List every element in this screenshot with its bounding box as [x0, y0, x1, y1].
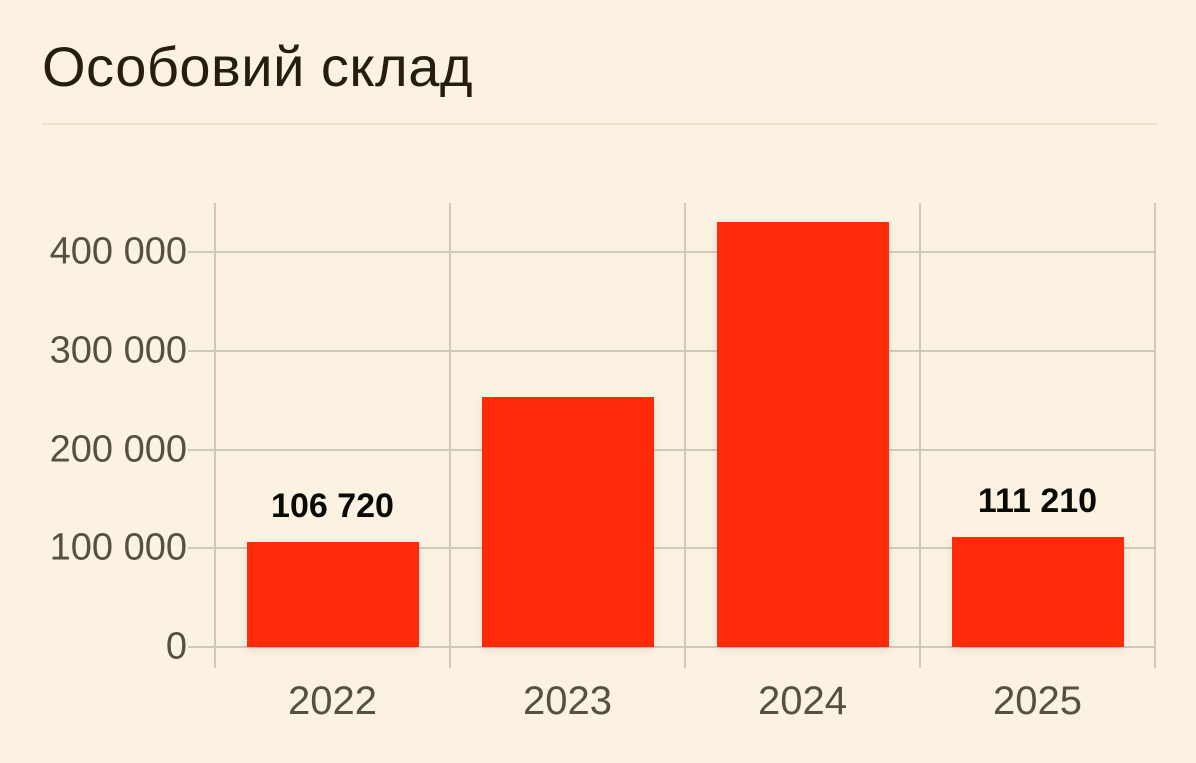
- y-tick-label: 200 000: [49, 428, 187, 471]
- x-tick-label-2022: 2022: [288, 679, 377, 723]
- bar-2025: [951, 537, 1124, 647]
- chart-title: Особовий склад: [42, 35, 474, 98]
- category-grid-line: [449, 203, 451, 668]
- category-grid-line: [214, 203, 216, 668]
- bar-2024: [716, 222, 889, 647]
- title-divider: [42, 123, 1157, 125]
- y-gridline: [188, 251, 1155, 254]
- y-tick-label: 400 000: [49, 230, 187, 273]
- category-grid-line: [1154, 203, 1156, 668]
- bar-chart-plot-area: 0 100 000 200 000 300 000 400 000 106 720 2022…: [50, 203, 1156, 723]
- y-gridline: [188, 448, 1155, 451]
- bar-2023: [481, 397, 654, 647]
- bar-value-label: 111 210: [977, 482, 1098, 520]
- y-gridline: [188, 547, 1155, 550]
- x-tick-label-2023: 2023: [523, 679, 612, 723]
- y-tick-label: 300 000: [49, 329, 187, 372]
- y-tick-label: 100 000: [49, 526, 187, 569]
- category-grid-line: [919, 203, 921, 668]
- bar-2022: [246, 542, 419, 647]
- x-tick-label-2024: 2024: [758, 679, 847, 723]
- category-grid-line: [684, 203, 686, 668]
- bar-value-label: 106 720: [271, 487, 394, 525]
- y-gridline: [188, 646, 1155, 648]
- y-gridline: [188, 350, 1155, 352]
- y-tick-label: 0: [165, 625, 187, 668]
- x-tick-label-2025: 2025: [993, 679, 1082, 723]
